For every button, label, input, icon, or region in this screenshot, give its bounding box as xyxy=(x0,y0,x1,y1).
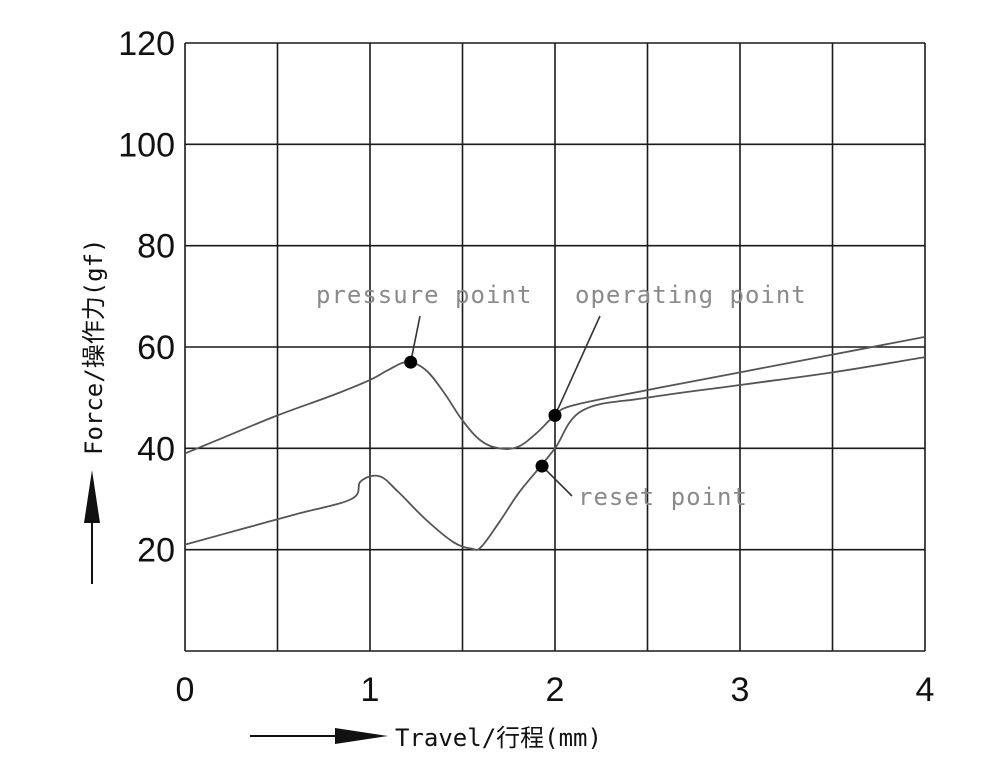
x-tick-label: 2 xyxy=(546,671,565,709)
x-tick-label: 4 xyxy=(916,671,935,709)
x-axis-title-group: Travel/行程(mm) xyxy=(250,724,602,752)
x-tick-label: 0 xyxy=(176,671,195,709)
y-tick-label: 120 xyxy=(118,25,175,63)
operating-point-marker xyxy=(548,408,562,422)
pressure-point-label: pressure point xyxy=(316,281,532,309)
y-axis-title-group: Force/操作力(gf) xyxy=(80,239,108,584)
upper-force-curve xyxy=(184,335,926,455)
reset-point-label: reset point xyxy=(578,483,748,511)
y-axis-ticks: 20 40 60 80 100 120 xyxy=(118,25,175,570)
grid xyxy=(184,42,926,652)
pressure-point-marker xyxy=(404,355,418,369)
y-tick-label: 100 xyxy=(118,126,175,164)
reset-point-leader xyxy=(541,465,573,497)
operating-point-leader xyxy=(554,315,601,416)
x-axis-ticks: 0 1 2 3 4 xyxy=(176,671,935,709)
y-axis-title: Force/操作力(gf) xyxy=(80,239,108,456)
y-tick-label: 20 xyxy=(137,532,175,570)
reset-point-marker xyxy=(535,459,549,473)
pressure-point-leader xyxy=(409,315,421,363)
x-tick-label: 3 xyxy=(731,671,750,709)
annotations: pressure point operating point reset point xyxy=(316,281,807,511)
y-axis-arrow-head xyxy=(84,470,100,523)
curves xyxy=(184,335,926,551)
x-tick-label: 1 xyxy=(361,671,380,709)
x-axis-arrow-head xyxy=(335,728,388,744)
operating-point-label: operating point xyxy=(575,281,807,309)
y-tick-label: 40 xyxy=(137,430,175,468)
y-tick-label: 60 xyxy=(137,329,175,367)
lower-force-curve xyxy=(184,356,926,551)
y-tick-label: 80 xyxy=(137,228,175,266)
x-axis-title: Travel/行程(mm) xyxy=(395,724,602,752)
